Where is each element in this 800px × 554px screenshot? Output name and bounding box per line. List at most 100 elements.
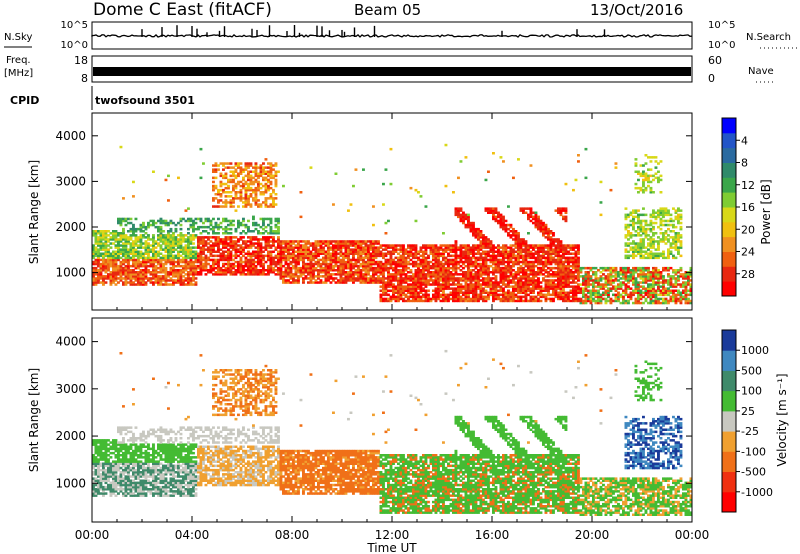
power-cell xyxy=(169,266,173,270)
power-cell xyxy=(437,285,440,288)
power-cell xyxy=(572,246,575,249)
power-cell xyxy=(567,293,570,297)
power-cell xyxy=(249,236,253,239)
power-cell xyxy=(219,225,223,229)
power-cell xyxy=(357,252,360,255)
power-cell xyxy=(94,281,98,284)
power-cell xyxy=(139,277,143,280)
power-cell xyxy=(362,258,365,262)
power-cell xyxy=(217,262,220,266)
power-cell xyxy=(382,287,385,290)
power-cell xyxy=(392,291,395,294)
power-cell xyxy=(152,236,155,239)
power-cell xyxy=(324,254,328,258)
power-cell xyxy=(264,260,268,264)
power-cell xyxy=(192,242,195,245)
power-cell xyxy=(184,260,188,264)
power-cell xyxy=(562,248,565,251)
power-cell xyxy=(214,266,218,270)
power-cell xyxy=(119,234,123,237)
power-cell xyxy=(549,244,553,247)
power-cell xyxy=(269,162,273,165)
power-cell xyxy=(462,260,465,264)
power-cell xyxy=(239,273,243,276)
power-cell xyxy=(267,242,270,245)
power-cell xyxy=(549,299,553,303)
power-cell xyxy=(484,291,488,294)
power-cell xyxy=(419,287,423,290)
power-cell xyxy=(457,207,460,210)
power-cell xyxy=(552,244,555,247)
power-cell xyxy=(187,262,190,266)
power-cell xyxy=(509,252,513,255)
power-cell xyxy=(424,262,428,266)
power-cell xyxy=(572,287,575,290)
power-cell xyxy=(227,219,230,223)
power-cell xyxy=(417,256,420,260)
power-cell xyxy=(244,166,248,169)
power-cell xyxy=(449,258,453,262)
power-cell xyxy=(324,264,328,268)
power-cell xyxy=(327,256,330,260)
power-cell xyxy=(242,186,245,190)
power-cell xyxy=(464,254,468,258)
power-cell xyxy=(537,262,540,266)
power-cell xyxy=(577,271,580,274)
power-cell xyxy=(602,273,605,276)
power-cell xyxy=(152,262,155,266)
power-cell xyxy=(464,297,468,301)
power-cell xyxy=(177,250,180,253)
power-cell xyxy=(354,279,358,282)
power-cell xyxy=(237,219,240,223)
power-cell xyxy=(212,170,215,173)
power-cell xyxy=(487,291,490,294)
power-cell xyxy=(204,244,208,247)
power-cell xyxy=(192,260,195,264)
power-cell xyxy=(524,271,528,274)
power-cell xyxy=(119,256,123,260)
power-cell xyxy=(542,256,545,260)
power-cell xyxy=(139,254,143,258)
power-cell xyxy=(467,213,470,217)
power-cell xyxy=(494,285,498,288)
power-cell xyxy=(487,254,490,258)
power-cell xyxy=(562,269,565,272)
power-cell xyxy=(119,262,123,266)
power-cell xyxy=(422,279,425,282)
power-cell xyxy=(262,227,265,231)
power-cell xyxy=(487,285,490,288)
power-cell xyxy=(592,297,595,301)
power-cell xyxy=(259,232,263,235)
power-cell xyxy=(479,236,483,239)
power-cell xyxy=(172,266,175,270)
power-cell xyxy=(494,291,498,294)
power-cell xyxy=(447,266,450,270)
power-cell xyxy=(174,240,178,243)
power-cell xyxy=(487,271,490,274)
power-cell xyxy=(339,240,343,243)
power-cell xyxy=(282,248,285,251)
power-cell xyxy=(462,273,465,276)
power-cell xyxy=(254,221,258,225)
power-cell xyxy=(307,277,310,280)
power-cell xyxy=(277,242,280,245)
power-cell xyxy=(264,248,268,251)
power-cell xyxy=(517,281,520,284)
power-cell xyxy=(557,287,560,290)
power-cell xyxy=(142,281,145,284)
power-cell xyxy=(334,254,338,258)
power-cell xyxy=(97,260,100,264)
power-cell xyxy=(324,252,328,255)
power-cell xyxy=(612,266,615,270)
power-cell xyxy=(267,256,270,260)
power-cell xyxy=(367,256,370,260)
power-cell xyxy=(582,277,585,280)
power-cell xyxy=(464,279,468,282)
power-cell xyxy=(549,246,553,249)
power-cell xyxy=(119,279,123,282)
power-cell xyxy=(599,277,603,280)
power-cell xyxy=(609,301,613,305)
power-cell xyxy=(454,256,458,260)
power-cell xyxy=(577,246,580,249)
power-cell xyxy=(387,262,390,266)
